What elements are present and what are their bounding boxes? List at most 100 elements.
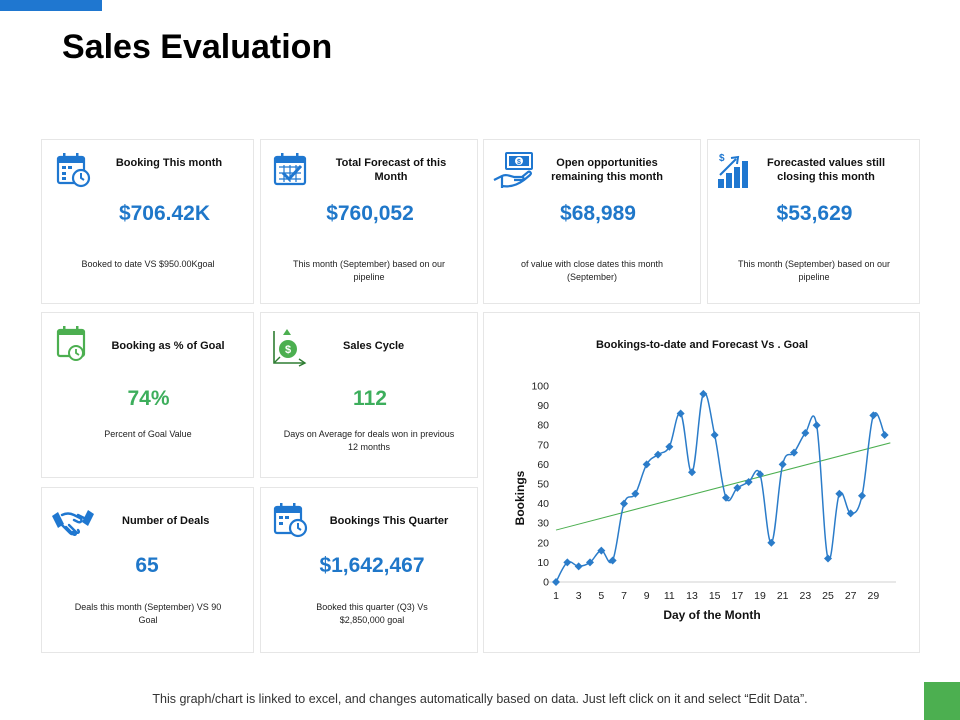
bookings-point	[552, 578, 560, 586]
bookings-point	[688, 468, 696, 477]
x-tick-label: 27	[845, 590, 857, 602]
y-tick-label: 80	[537, 420, 549, 432]
card-note: Deals this month (September) VS 90 Goal	[74, 602, 222, 625]
bookings-point	[801, 429, 810, 438]
card-total-forecast: Total Forecast of this Month $760,052 Th…	[260, 139, 478, 304]
x-tick-label: 5	[598, 590, 604, 602]
bookings-point	[597, 546, 606, 555]
x-tick-label: 19	[754, 590, 766, 602]
y-tick-label: 40	[537, 498, 549, 510]
y-tick-label: 100	[531, 381, 549, 393]
card-title: Forecasted values still closing this mon…	[767, 157, 885, 183]
bookings-point	[654, 450, 662, 459]
x-tick-label: 3	[576, 590, 582, 602]
bookings-point	[722, 493, 730, 502]
bookings-point	[676, 409, 685, 418]
bookings-point	[586, 558, 594, 567]
card-value: $53,629	[776, 202, 853, 225]
card-value: $706.42K	[118, 202, 211, 225]
bookings-point	[699, 389, 708, 398]
card-value: $68,989	[560, 202, 636, 225]
dollar-cycle-icon: $	[273, 329, 307, 367]
card-bookings-quarter: Bookings This Quarter $1,642,467 Booked …	[260, 487, 478, 653]
footer-note: This graph/chart is linked to excel, and…	[152, 692, 808, 706]
card-title: Open opportunities remaining this month	[551, 157, 663, 183]
growth-bars-icon: $	[718, 153, 748, 188]
calendar-clock-icon	[56, 153, 91, 188]
bookings-point	[642, 460, 651, 469]
bookings-point	[790, 448, 798, 457]
y-tick-label: 50	[537, 479, 549, 491]
bookings-point	[824, 554, 832, 563]
card-value: $760,052	[326, 202, 414, 225]
x-tick-label: 15	[709, 590, 721, 602]
bookings-point	[756, 470, 764, 479]
y-tick-label: 60	[537, 459, 549, 471]
card-note: Booked this quarter (Q3) Vs $2,850,000 g…	[316, 602, 428, 625]
x-tick-label: 13	[686, 590, 698, 602]
x-tick-label: 7	[621, 590, 627, 602]
card-value: 65	[135, 554, 159, 577]
card-forecasted-values: $ Forecasted values still closing this m…	[707, 139, 920, 304]
card-note: of value with close dates this month (Se…	[520, 259, 664, 282]
card-open-opportunities: $ Open opportunities remaining this mont…	[483, 139, 701, 304]
bookings-point	[733, 483, 742, 492]
calendar-clock-icon	[56, 326, 86, 361]
hand-money-icon: $	[493, 152, 533, 188]
chart-card: Bookings-to-date and Forecast Vs . Goal …	[483, 312, 920, 653]
card-title: Booking as % of Goal	[111, 340, 225, 352]
top-accent-bar	[0, 0, 102, 11]
chart-title: Bookings-to-date and Forecast Vs . Goal	[595, 339, 809, 351]
x-tick-label: 25	[822, 590, 834, 602]
x-tick-label: 21	[777, 590, 789, 602]
bookings-point	[665, 442, 674, 451]
bookings-point	[767, 538, 776, 547]
corner-accent	[924, 682, 960, 720]
svg-text:$: $	[517, 159, 521, 166]
card-note: This month (September) based on our pipe…	[292, 259, 446, 282]
card-title: Bookings This Quarter	[329, 515, 449, 527]
bookings-point	[858, 491, 866, 500]
bookings-point	[574, 562, 583, 571]
card-booking-goal: Booking as % of Goal 74% Percent of Goal…	[41, 312, 254, 478]
card-title: Total Forecast of this Month	[335, 157, 447, 183]
y-tick-label: 70	[537, 439, 549, 451]
svg-text:$: $	[719, 153, 725, 164]
card-title: Sales Cycle	[343, 340, 405, 352]
y-axis-title: Bookings	[513, 470, 527, 525]
bookings-point	[710, 431, 719, 439]
bookings-point	[620, 499, 628, 508]
x-tick-label: 23	[799, 590, 811, 602]
bookings-point	[869, 411, 878, 420]
bookings-point	[846, 509, 855, 518]
bookings-point	[812, 421, 821, 430]
bookings-point	[744, 478, 753, 487]
card-number-deals: Number of Deals 65 Deals this month (Sep…	[41, 487, 254, 653]
card-note: This month (September) based on our pipe…	[737, 259, 891, 282]
card-booking-month: Booking This month $706.42K Booked to da…	[41, 139, 254, 304]
card-note: Booked to date VS $950.00Kgoal	[81, 259, 215, 269]
card-note: Days on Average for deals won in previou…	[283, 429, 455, 452]
calendar-clock-icon	[273, 503, 308, 538]
y-tick-label: 90	[537, 400, 549, 412]
bookings-point	[563, 558, 572, 567]
x-tick-label: 11	[664, 590, 675, 602]
handshake-icon	[52, 510, 94, 537]
x-tick-label: 1	[553, 590, 559, 602]
calendar-check-icon	[273, 153, 307, 186]
bookings-point	[631, 489, 640, 498]
card-title: Booking This month	[115, 157, 223, 169]
bookings-point	[880, 431, 889, 439]
card-note: Percent of Goal Value	[104, 429, 192, 439]
bookings-point	[778, 460, 787, 469]
page-title: Sales Evaluation	[62, 28, 333, 66]
y-tick-label: 0	[543, 577, 549, 589]
x-tick-label: 29	[867, 590, 879, 602]
x-axis-title: Day of the Month	[663, 608, 760, 622]
card-title: Number of Deals	[122, 515, 210, 527]
card-value: 74%	[127, 387, 170, 410]
card-value: 112	[353, 387, 387, 410]
x-tick-label: 9	[644, 590, 650, 602]
y-tick-label: 30	[537, 518, 549, 530]
